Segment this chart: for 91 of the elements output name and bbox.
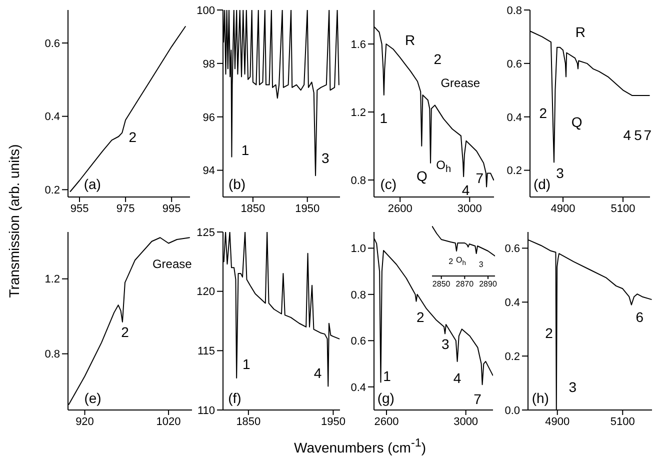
annotation: (d) bbox=[533, 176, 551, 192]
annotation: Q bbox=[571, 114, 582, 130]
y-tick-label: 0.8 bbox=[350, 174, 366, 187]
annotation: (e) bbox=[84, 390, 102, 406]
annotation: 2 bbox=[416, 309, 424, 326]
annotation: 3 bbox=[568, 378, 577, 395]
annotation: 3 bbox=[478, 260, 484, 269]
x-tick-label: 1020 bbox=[156, 416, 181, 428]
x-tick-label: 2890 bbox=[479, 280, 498, 289]
x-tick-label: 1950 bbox=[320, 416, 346, 428]
annotation: O$_{h}$ bbox=[436, 158, 452, 176]
annotation: 4 bbox=[623, 127, 632, 144]
y-tick-label: 0.8 bbox=[350, 289, 366, 302]
y-tick-label: 0.4 bbox=[44, 111, 60, 124]
annotation: 1 bbox=[242, 356, 250, 372]
annotation: 3 bbox=[441, 336, 450, 352]
annotation: 6 bbox=[636, 309, 644, 326]
annotation: 2 bbox=[539, 104, 548, 121]
annotation: 2 bbox=[448, 257, 454, 266]
annotation: 7 bbox=[474, 391, 482, 408]
x-tick-label: 3000 bbox=[457, 202, 482, 215]
annotation: 4 bbox=[462, 182, 470, 198]
annotation: 7 bbox=[644, 127, 652, 144]
y-axis-title: Transmission (arb. units) bbox=[6, 144, 22, 298]
y-tick-label: 100 bbox=[196, 4, 215, 17]
y-tick-label: 1.0 bbox=[350, 243, 366, 256]
annotation: 1 bbox=[241, 142, 250, 158]
x-tick-label: 3000 bbox=[454, 416, 478, 428]
x-tick-label: 1850 bbox=[236, 416, 261, 428]
annotation: Q bbox=[416, 168, 428, 184]
y-tick-label: 96 bbox=[202, 112, 215, 124]
y-tick-label: 0.4 bbox=[350, 382, 366, 394]
x-tick-label: 2600 bbox=[374, 416, 399, 428]
y-tick-label: 0.2 bbox=[506, 165, 522, 178]
y-tick-label: 0.8 bbox=[44, 348, 60, 361]
y-tick-label: 110 bbox=[197, 404, 215, 417]
y-tick-label: 0.8 bbox=[506, 4, 522, 17]
annotation: Grease bbox=[440, 76, 480, 90]
annotation: 1 bbox=[383, 368, 391, 384]
annotation: 5 bbox=[634, 127, 642, 144]
annotation: (g) bbox=[377, 390, 394, 406]
annotation: 3 bbox=[556, 164, 564, 181]
y-tick-label: 0.0 bbox=[504, 404, 520, 417]
x-tick-label: 1850 bbox=[240, 202, 266, 215]
x-axis-title: Wavenumbers (cm$^{-1}$) bbox=[294, 436, 426, 456]
y-tick-label: 0.4 bbox=[506, 112, 522, 124]
y-tick-label: 0.2 bbox=[44, 184, 60, 197]
annotation: 2 bbox=[434, 50, 442, 67]
x-tick-label: 4900 bbox=[550, 202, 576, 215]
annotation: 2 bbox=[121, 324, 129, 340]
y-tick-label: 0.2 bbox=[504, 350, 520, 363]
x-tick-label: 1950 bbox=[295, 202, 320, 215]
y-tick-label: 0.6 bbox=[350, 336, 366, 348]
y-tick-label: 1.2 bbox=[44, 274, 60, 286]
annotation: (h) bbox=[532, 390, 549, 406]
x-tick-label: 2850 bbox=[432, 280, 451, 289]
annotation: (c) bbox=[380, 176, 397, 192]
annotation: 2 bbox=[545, 325, 553, 342]
annotation: 2 bbox=[128, 129, 137, 146]
annotation: (b) bbox=[228, 176, 246, 192]
y-tick-label: 1.2 bbox=[350, 106, 366, 119]
y-tick-label: 1.6 bbox=[350, 38, 366, 51]
y-tick-label: 0.6 bbox=[506, 58, 522, 70]
annotation: 7 bbox=[476, 170, 484, 186]
y-tick-label: 115 bbox=[197, 346, 215, 358]
y-tick-label: 0.4 bbox=[504, 297, 520, 310]
y-tick-label: 94 bbox=[202, 165, 215, 178]
annotation: 3 bbox=[321, 150, 330, 166]
x-tick-label: 955 bbox=[70, 202, 89, 215]
annotation: 4 bbox=[314, 364, 322, 381]
annotation: 1 bbox=[380, 110, 388, 126]
annotation: 4 bbox=[453, 370, 462, 386]
annotation: O$_{h}$ bbox=[456, 255, 466, 268]
x-tick-label: 975 bbox=[116, 202, 135, 215]
x-tick-label: 5100 bbox=[610, 416, 635, 428]
x-tick-label: 920 bbox=[76, 416, 94, 428]
x-tick-label: 995 bbox=[162, 202, 181, 215]
annotation: Grease bbox=[152, 257, 192, 272]
y-tick-label: 120 bbox=[196, 286, 215, 298]
annotation: (f) bbox=[228, 390, 242, 406]
y-tick-label: 98 bbox=[202, 58, 215, 70]
x-tick-label: 4900 bbox=[545, 416, 570, 428]
y-tick-label: 0.6 bbox=[44, 38, 60, 50]
x-tick-label: 2870 bbox=[456, 280, 474, 289]
annotation: R bbox=[404, 32, 416, 48]
y-tick-label: 125 bbox=[196, 226, 215, 239]
annotation: (a) bbox=[84, 176, 101, 192]
x-tick-label: 5100 bbox=[610, 202, 636, 215]
y-tick-label: 0.6 bbox=[504, 243, 520, 256]
annotation: R bbox=[575, 24, 586, 40]
x-tick-label: 2600 bbox=[388, 202, 412, 215]
